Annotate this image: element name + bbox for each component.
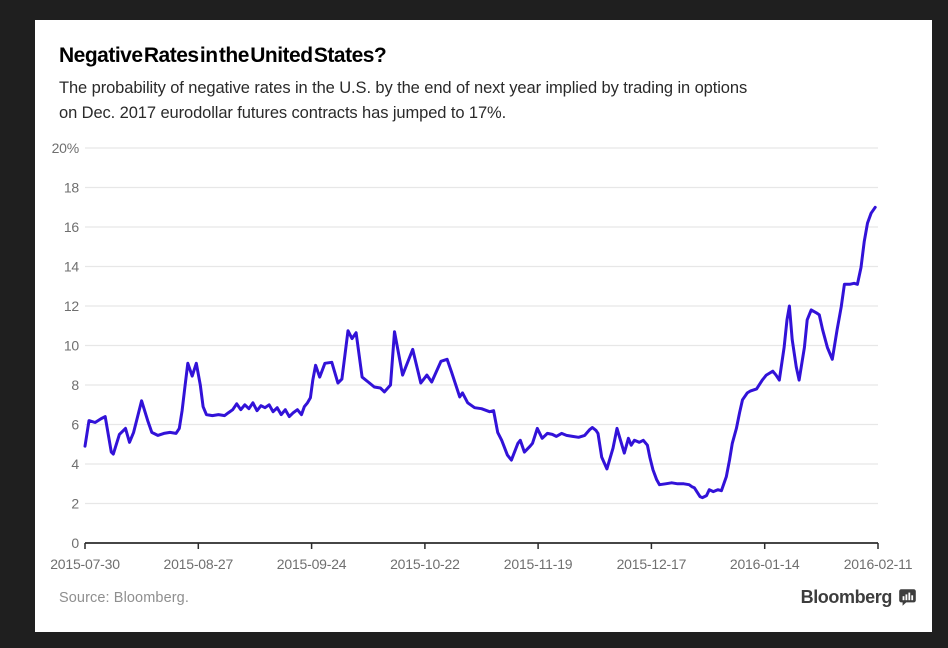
data-line bbox=[83, 205, 877, 500]
x-axis-label: 2015-10-22 bbox=[390, 556, 460, 572]
x-axis-label: 2015-07-30 bbox=[50, 556, 120, 572]
x-axis-label: 2016-01-14 bbox=[730, 556, 800, 572]
y-axis-label: 16 bbox=[64, 219, 80, 235]
y-axis-label: 12 bbox=[64, 298, 80, 314]
source-attribution: Source: Bloomberg. bbox=[59, 590, 189, 606]
chart-subtitle: The probability of negative rates in the… bbox=[59, 76, 747, 126]
bloomberg-wordmark: Bloomberg bbox=[800, 587, 893, 607]
chart-subtitle-line-2: on Dec. 2017 eurodollar futures contract… bbox=[59, 104, 507, 122]
probability-line-chart: 0 2 4 6 8 10 12 14 16 18 20% 2015-07-30 2015-08-27 20… bbox=[50, 140, 913, 572]
y-axis-label: 20% bbox=[52, 140, 79, 156]
x-axis-label: 2015-11-19 bbox=[504, 556, 573, 572]
y-axis-label: 0 bbox=[71, 535, 79, 551]
y-axis-label: 14 bbox=[64, 259, 80, 275]
y-axis-label: 6 bbox=[71, 417, 79, 433]
chart-title: Negative Rates in the United States? bbox=[59, 44, 387, 67]
bar-chart-speech-bubble-icon bbox=[899, 589, 916, 606]
y-axis-label: 8 bbox=[71, 377, 79, 393]
x-axis-label: 2015-09-24 bbox=[277, 556, 347, 572]
chart-subtitle-line-1: The probability of negative rates in the… bbox=[59, 79, 748, 97]
x-axis-label: 2015-08-27 bbox=[163, 556, 233, 572]
chart-card: Negative Rates in the United States? The… bbox=[35, 20, 932, 632]
y-axis-label: 18 bbox=[64, 180, 80, 196]
x-axis-label: 2016-02-11 bbox=[844, 556, 913, 572]
bloomberg-logo: Bloomberg bbox=[801, 587, 917, 608]
y-axis-label: 2 bbox=[71, 496, 79, 512]
x-axis-label: 2015-12-17 bbox=[617, 556, 687, 572]
y-axis-label: 4 bbox=[71, 456, 79, 472]
y-axis-label: 10 bbox=[64, 338, 80, 354]
